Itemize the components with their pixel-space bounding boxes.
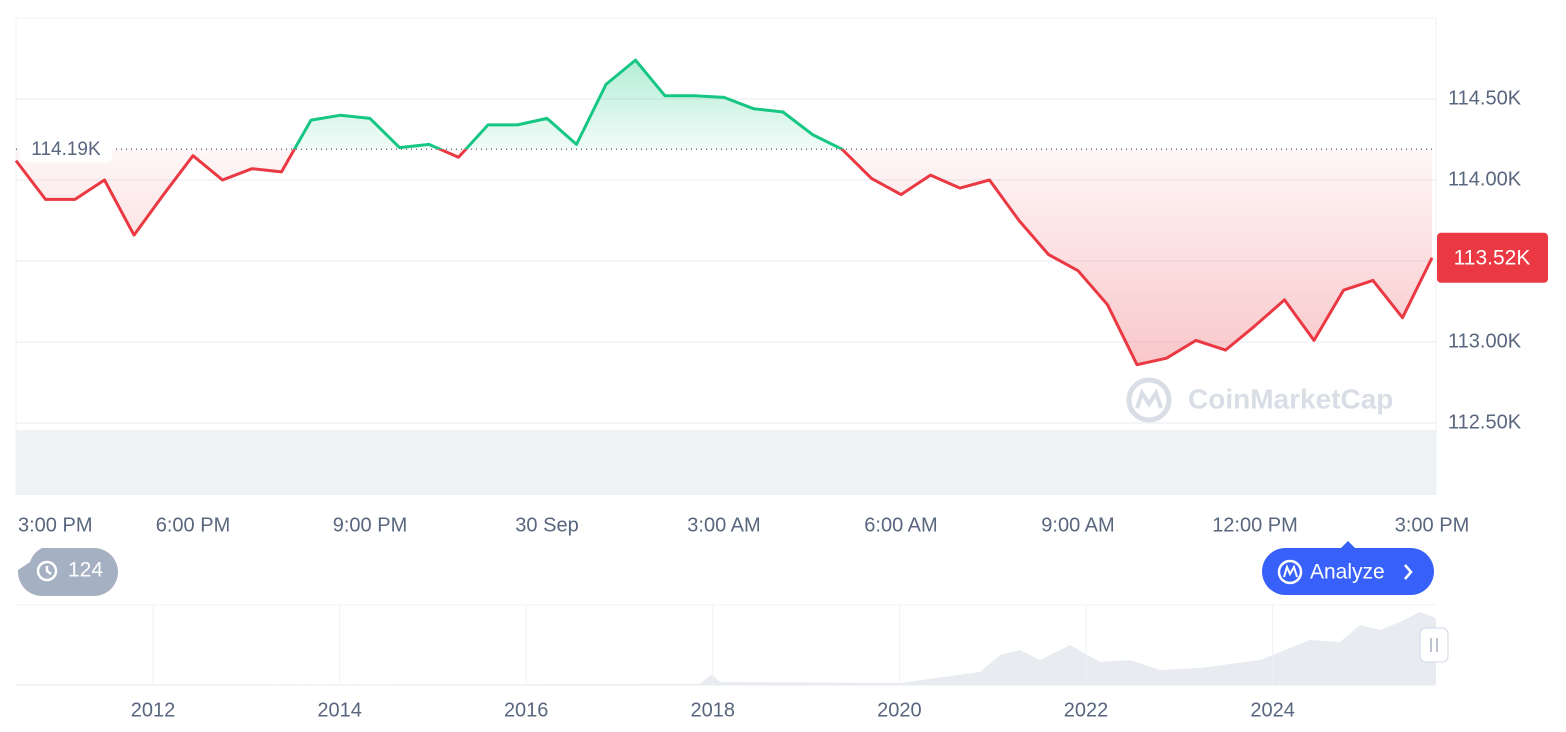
x-tick-label: 9:00 PM bbox=[333, 514, 407, 536]
nav-year-label: 2024 bbox=[1250, 699, 1295, 721]
nav-history-area bbox=[16, 612, 1436, 685]
y-tick-label: 114.00K bbox=[1448, 168, 1522, 190]
y-tick-label: 113.00K bbox=[1448, 330, 1522, 352]
nav-year-label: 2016 bbox=[504, 699, 549, 721]
history-badge[interactable]: 124 bbox=[18, 548, 118, 596]
last-price-label: 113.52K bbox=[1454, 246, 1531, 269]
clock-icon bbox=[36, 560, 58, 582]
y-tick-label: 114.50K bbox=[1448, 87, 1522, 109]
x-tick-label: 3:00 PM bbox=[18, 514, 92, 536]
button-chevron bbox=[1404, 564, 1413, 580]
nav-year-label: 2014 bbox=[317, 699, 362, 721]
button-icon bbox=[1277, 559, 1303, 585]
y-tick-label: 112.50K bbox=[1448, 411, 1522, 433]
area-up bbox=[16, 60, 1432, 150]
nav-year-label: 2022 bbox=[1064, 699, 1109, 721]
plot: 112.50K 113.00K 114.00K 114.50K 3:00 PM 6:00 … bbox=[14, 58, 1548, 536]
price-line-up bbox=[292, 58, 845, 150]
badge-bg[interactable] bbox=[18, 548, 118, 596]
button-pointer bbox=[1341, 541, 1355, 548]
x-tick-label: 3:00 AM bbox=[687, 514, 760, 536]
x-tick-label: 30 Sep bbox=[515, 514, 578, 536]
x-tick-label: 3:00 PM bbox=[1395, 514, 1469, 536]
clock-hand bbox=[45, 566, 52, 575]
watermark: CoinMarketCap bbox=[1126, 377, 1393, 423]
x-tick-label: 6:00 PM bbox=[156, 514, 230, 536]
button-icon-m bbox=[1283, 564, 1298, 578]
button-label: Analyze bbox=[1310, 561, 1385, 584]
volume-band bbox=[16, 430, 1436, 495]
x-tick-label: 6:00 AM bbox=[864, 514, 937, 536]
button-bg[interactable] bbox=[1262, 548, 1434, 595]
nav-handle[interactable] bbox=[1419, 627, 1449, 663]
analyze-button[interactable]: Analyze bbox=[1262, 541, 1434, 595]
price-line-down bbox=[14, 149, 1434, 367]
area-down bbox=[16, 149, 1432, 365]
nav-year-label: 2012 bbox=[131, 699, 176, 721]
badge-count: 124 bbox=[68, 559, 103, 582]
nav-year-label: 2020 bbox=[877, 699, 922, 721]
watermark-text: CoinMarketCap bbox=[1188, 383, 1393, 414]
reference-label-bg bbox=[20, 136, 112, 163]
nav-year-label: 2018 bbox=[691, 699, 736, 721]
last-price-bg bbox=[1437, 232, 1548, 283]
x-tick-label: 9:00 AM bbox=[1041, 514, 1114, 536]
navigator: 2012 2014 2016 2018 2020 2022 2024 bbox=[16, 604, 1449, 721]
x-tick-label: 12:00 PM bbox=[1212, 514, 1298, 536]
reference-label: 114.19K bbox=[31, 139, 101, 160]
